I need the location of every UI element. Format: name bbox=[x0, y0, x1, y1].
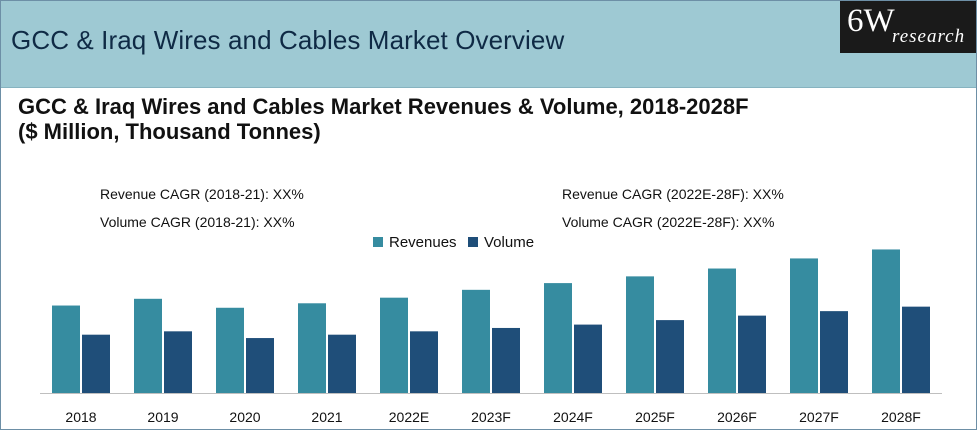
legend-swatch-volume bbox=[468, 237, 478, 247]
header-band: GCC & Iraq Wires and Cables Market Overv… bbox=[1, 1, 976, 88]
x-tick-label: 2025F bbox=[635, 409, 675, 425]
bar-volume-2022e bbox=[410, 331, 438, 393]
bar-revenues-2021 bbox=[298, 303, 326, 393]
x-tick-label: 2023F bbox=[471, 409, 511, 425]
logo-main-text: 6W bbox=[847, 3, 895, 39]
bar-revenues-2022e bbox=[380, 297, 408, 393]
revenue-cagr-forecast: Revenue CAGR (2022E-28F): XX% bbox=[562, 186, 784, 202]
bar-volume-2023f bbox=[492, 327, 520, 393]
bar-revenues-2027f bbox=[790, 258, 818, 393]
brand-logo: 6W research bbox=[840, 1, 976, 53]
volume-cagr-forecast: Volume CAGR (2022E-28F): XX% bbox=[562, 214, 775, 230]
bar-volume-2028f bbox=[902, 306, 930, 393]
bar-volume-2020 bbox=[246, 338, 274, 393]
bar-volume-2024f bbox=[574, 324, 602, 393]
bar-volume-2026f bbox=[738, 315, 766, 393]
bar-revenues-2018 bbox=[52, 305, 80, 393]
legend-swatch-revenues bbox=[373, 237, 383, 247]
page-title: GCC & Iraq Wires and Cables Market Overv… bbox=[11, 25, 565, 55]
x-tick-label: 2027F bbox=[799, 409, 839, 425]
x-tick-label: 2020 bbox=[229, 409, 260, 425]
chart-title: GCC & Iraq Wires and Cables Market Reven… bbox=[18, 94, 749, 144]
bar-revenues-2025f bbox=[626, 276, 654, 393]
bar-volume-2018 bbox=[82, 334, 110, 393]
bar-revenues-2023f bbox=[462, 289, 490, 393]
bar-revenues-2020 bbox=[216, 307, 244, 393]
bar-volume-2027f bbox=[820, 311, 848, 393]
x-tick-label: 2026F bbox=[717, 409, 757, 425]
bar-volume-2025f bbox=[656, 320, 684, 393]
bar-revenues-2028f bbox=[872, 249, 900, 393]
bar-revenues-2026f bbox=[708, 268, 736, 393]
x-tick-label: 2021 bbox=[311, 409, 342, 425]
chart-title-line2: ($ Million, Thousand Tonnes) bbox=[18, 119, 321, 144]
bar-revenues-2024f bbox=[544, 283, 572, 393]
x-tick-label: 2018 bbox=[65, 409, 96, 425]
bar-volume-2021 bbox=[328, 334, 356, 393]
x-tick-label: 2024F bbox=[553, 409, 593, 425]
legend-label-volume: Volume bbox=[484, 234, 534, 251]
legend-label-revenues: Revenues bbox=[389, 234, 457, 251]
x-tick-label: 2028F bbox=[881, 409, 921, 425]
bar-revenues-2019 bbox=[134, 298, 162, 393]
volume-cagr-past: Volume CAGR (2018-21): XX% bbox=[100, 214, 295, 230]
logo-sub-text: research bbox=[892, 26, 966, 47]
revenue-cagr-past: Revenue CAGR (2018-21): XX% bbox=[100, 186, 304, 202]
bar-volume-2019 bbox=[164, 331, 192, 393]
x-tick-label: 2019 bbox=[147, 409, 178, 425]
chart-title-line1: GCC & Iraq Wires and Cables Market Reven… bbox=[18, 94, 749, 119]
x-tick-label: 2022E bbox=[389, 409, 429, 425]
